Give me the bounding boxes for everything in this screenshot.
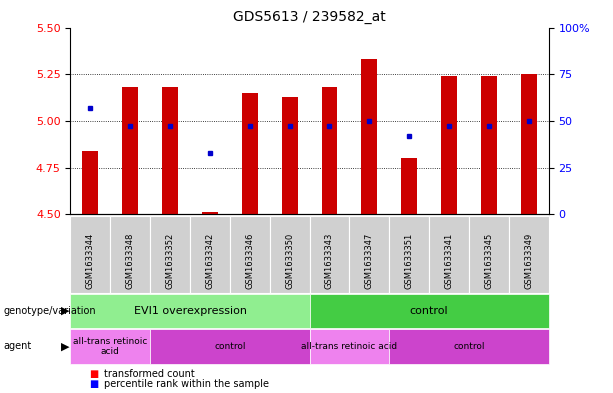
Text: GSM1633343: GSM1633343 [325, 233, 334, 289]
Text: GSM1633350: GSM1633350 [285, 233, 294, 289]
Text: ■: ■ [89, 379, 98, 389]
Text: agent: agent [3, 341, 31, 351]
Text: GSM1633346: GSM1633346 [245, 233, 254, 289]
Text: ■: ■ [89, 369, 98, 379]
Text: GSM1633345: GSM1633345 [484, 233, 493, 289]
Text: GSM1633347: GSM1633347 [365, 233, 374, 289]
Bar [481, 76, 497, 214]
Bar [441, 76, 457, 214]
Text: percentile rank within the sample: percentile rank within the sample [104, 379, 269, 389]
Bar [83, 151, 99, 214]
Text: transformed count: transformed count [104, 369, 195, 379]
Text: ▶: ▶ [61, 306, 70, 316]
Text: EVI1 overexpression: EVI1 overexpression [134, 306, 246, 316]
Bar [242, 93, 258, 214]
Text: GSM1633351: GSM1633351 [405, 233, 414, 289]
Text: GSM1633344: GSM1633344 [86, 233, 95, 289]
Text: control: control [214, 342, 246, 351]
Text: GSM1633349: GSM1633349 [524, 233, 533, 289]
Bar [521, 74, 537, 214]
Text: ▶: ▶ [61, 341, 70, 351]
Text: GSM1633342: GSM1633342 [205, 233, 215, 289]
Text: all-trans retinoic
acid: all-trans retinoic acid [73, 336, 148, 356]
Text: genotype/variation: genotype/variation [3, 306, 96, 316]
Bar [162, 87, 178, 214]
Bar [123, 87, 139, 214]
Bar [322, 87, 337, 214]
Bar [282, 97, 298, 214]
Text: control: control [409, 306, 449, 316]
Bar [202, 212, 218, 214]
Text: GSM1633348: GSM1633348 [126, 233, 135, 289]
Title: GDS5613 / 239582_at: GDS5613 / 239582_at [233, 10, 386, 24]
Bar [362, 59, 377, 214]
Text: all-trans retinoic acid: all-trans retinoic acid [302, 342, 397, 351]
Text: GSM1633341: GSM1633341 [444, 233, 454, 289]
Text: GSM1633352: GSM1633352 [166, 233, 175, 289]
Bar [402, 158, 417, 214]
Text: control: control [453, 342, 485, 351]
